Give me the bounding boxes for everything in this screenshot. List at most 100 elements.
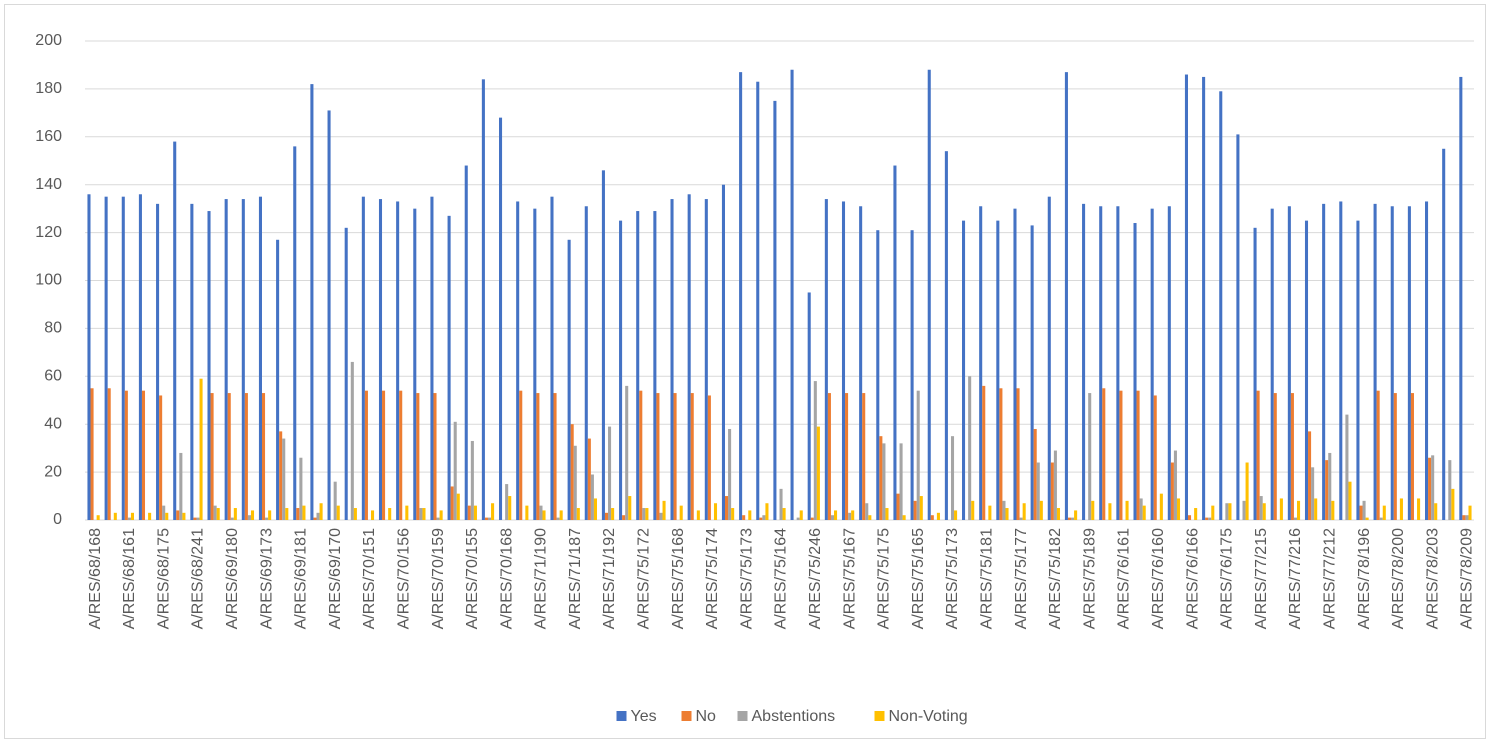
bar bbox=[1208, 517, 1212, 520]
y-tick-label: 140 bbox=[35, 176, 62, 193]
bar bbox=[659, 512, 663, 520]
bar bbox=[628, 496, 632, 520]
bar bbox=[193, 517, 197, 520]
bar bbox=[859, 206, 863, 520]
bar bbox=[1159, 493, 1163, 520]
bar bbox=[1091, 500, 1095, 520]
bar bbox=[1153, 395, 1157, 520]
bar bbox=[302, 505, 306, 520]
legend-label: Yes bbox=[631, 708, 657, 725]
bar bbox=[1053, 450, 1057, 520]
bar bbox=[138, 194, 142, 520]
bar bbox=[233, 508, 237, 520]
bar bbox=[124, 390, 128, 520]
x-tick-label: A/RES/78/200 bbox=[1390, 528, 1407, 630]
bar bbox=[1345, 414, 1349, 520]
y-tick-label: 20 bbox=[44, 463, 62, 480]
bar bbox=[1036, 462, 1040, 520]
bar bbox=[179, 452, 183, 520]
bar bbox=[159, 395, 163, 520]
bar bbox=[107, 388, 111, 520]
bar bbox=[1393, 393, 1397, 520]
bar bbox=[484, 517, 488, 520]
x-tick-label: A/RES/76/175 bbox=[1219, 528, 1236, 630]
bar bbox=[968, 376, 972, 520]
bar bbox=[762, 515, 766, 520]
bar bbox=[456, 493, 460, 520]
bar bbox=[319, 503, 323, 520]
bar bbox=[213, 505, 217, 520]
bar bbox=[1365, 517, 1369, 520]
bar bbox=[1002, 500, 1006, 520]
bar bbox=[416, 393, 420, 520]
bar bbox=[447, 215, 451, 520]
bar bbox=[491, 503, 495, 520]
x-tick-label: A/RES/75/246 bbox=[807, 528, 824, 630]
bar bbox=[625, 385, 629, 520]
bar bbox=[739, 72, 743, 520]
bar bbox=[830, 515, 835, 520]
bar bbox=[1382, 505, 1386, 520]
bar bbox=[162, 505, 166, 520]
bar bbox=[810, 517, 814, 520]
bar bbox=[930, 515, 934, 520]
bar bbox=[882, 443, 886, 520]
bar bbox=[622, 515, 626, 520]
bar bbox=[799, 510, 803, 520]
bar bbox=[1376, 390, 1380, 520]
bar bbox=[413, 208, 417, 520]
legend-swatch bbox=[874, 711, 885, 721]
bar bbox=[619, 220, 623, 520]
bar bbox=[1202, 76, 1206, 521]
bar bbox=[1465, 515, 1469, 520]
bar bbox=[130, 512, 134, 520]
bar bbox=[467, 505, 471, 520]
bar bbox=[327, 110, 331, 520]
bar bbox=[487, 517, 492, 520]
bar bbox=[450, 486, 454, 520]
bar bbox=[1293, 517, 1298, 520]
bar bbox=[696, 510, 700, 520]
bar bbox=[656, 393, 660, 520]
bar bbox=[587, 438, 591, 520]
bar bbox=[525, 505, 529, 520]
bar bbox=[982, 385, 986, 520]
bar bbox=[293, 146, 297, 520]
bar bbox=[182, 512, 186, 520]
bar bbox=[499, 117, 503, 520]
bar bbox=[902, 515, 906, 520]
bar bbox=[1194, 508, 1198, 520]
bar bbox=[824, 199, 828, 520]
bar bbox=[1428, 457, 1432, 520]
bar bbox=[1102, 388, 1106, 520]
bar bbox=[759, 517, 763, 520]
bar bbox=[1064, 72, 1068, 520]
x-tick-label: A/RES/75/167 bbox=[841, 528, 858, 630]
bar bbox=[176, 510, 180, 520]
x-tick-label: A/RES/68/161 bbox=[121, 528, 138, 630]
bar bbox=[1116, 206, 1120, 520]
x-tick-label: A/RES/75/189 bbox=[1081, 528, 1098, 630]
bar bbox=[910, 230, 914, 520]
bar bbox=[1308, 431, 1312, 520]
bar bbox=[313, 517, 317, 520]
bar bbox=[584, 206, 588, 520]
bar bbox=[1022, 503, 1026, 520]
x-tick-label: A/RES/75/175 bbox=[876, 528, 893, 630]
bar bbox=[196, 517, 200, 520]
bar bbox=[848, 512, 852, 520]
bar bbox=[1259, 496, 1263, 520]
bar bbox=[1176, 498, 1181, 520]
y-tick-label: 60 bbox=[44, 368, 62, 385]
bar bbox=[333, 481, 337, 520]
legend-label: No bbox=[696, 708, 717, 725]
bar bbox=[87, 194, 91, 520]
bar bbox=[816, 426, 820, 520]
bar bbox=[90, 388, 94, 520]
bar bbox=[224, 199, 228, 520]
bar bbox=[316, 512, 320, 520]
bar bbox=[576, 508, 580, 520]
bar bbox=[216, 508, 220, 520]
bar bbox=[639, 390, 643, 520]
